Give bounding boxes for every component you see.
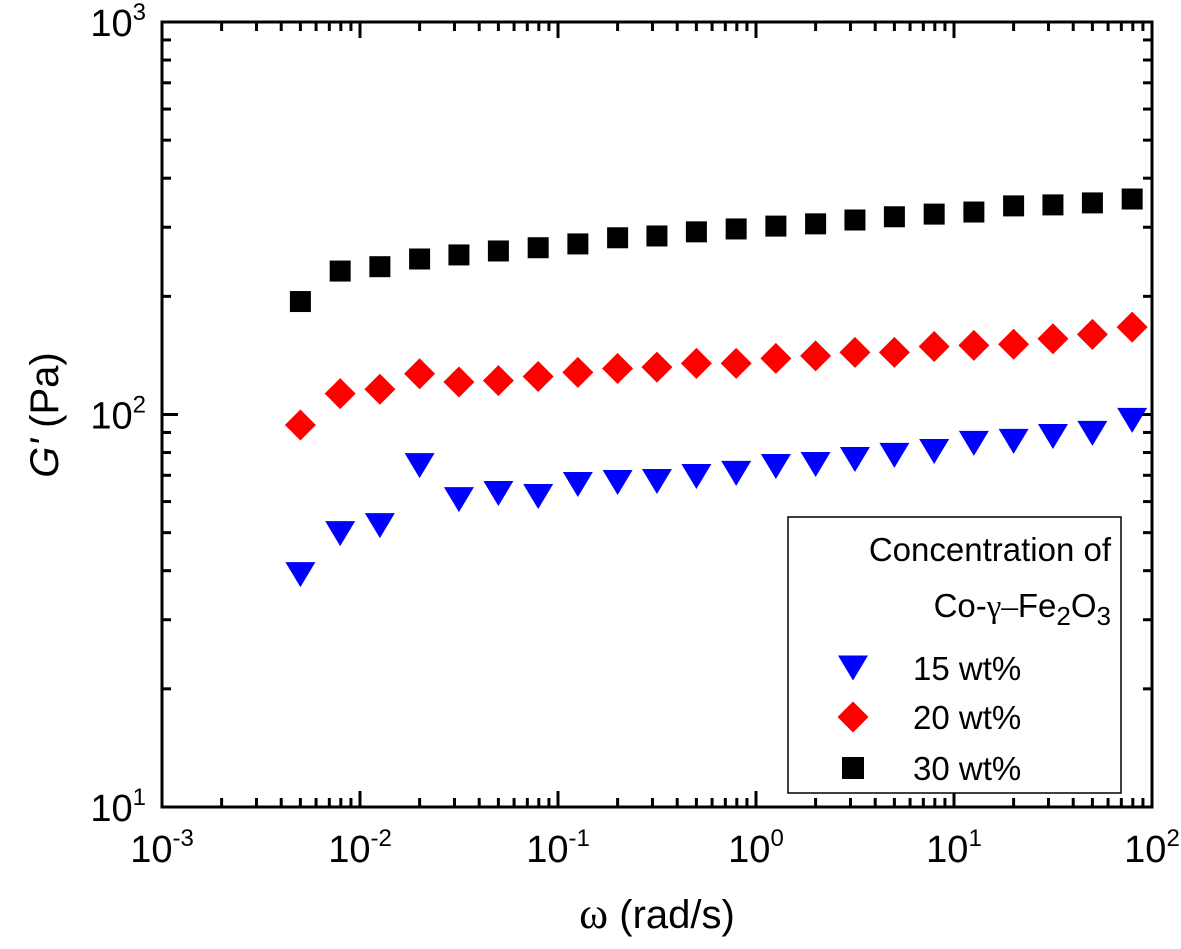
data-point <box>720 347 752 379</box>
data-point <box>443 487 474 513</box>
legend: Concentration of Co-γ–Fe2O3 15 wt% 20 wt%… <box>787 516 1122 794</box>
data-point <box>641 351 673 383</box>
data-point <box>448 244 470 266</box>
data-point <box>919 438 950 464</box>
data-point <box>364 373 396 405</box>
legend-entry: 30 wt% <box>842 750 1021 787</box>
data-point <box>1037 323 1069 355</box>
y-axis-title: G' (Pa) <box>23 352 67 477</box>
data-point <box>958 329 990 361</box>
series-15-wt <box>285 407 1148 588</box>
data-point <box>800 451 831 477</box>
data-point <box>562 356 594 388</box>
x-tick-label: 10-2 <box>328 825 392 871</box>
data-point <box>839 446 870 472</box>
legend-title-line1: Concentration of <box>869 531 1112 568</box>
legend-label: 20 wt% <box>913 699 1021 736</box>
data-point <box>369 256 391 278</box>
plot-frame <box>160 20 1154 809</box>
data-point <box>760 342 792 374</box>
data-point <box>607 227 629 249</box>
tick-labels: 10-3 10-2 10-1 100 101 102 101 102 103 <box>90 0 1179 871</box>
legend-label: 30 wt% <box>913 750 1021 787</box>
data-point <box>685 221 707 243</box>
legend-marker-triangle <box>838 655 868 681</box>
y-tick-label: 101 <box>90 784 146 830</box>
data-points <box>284 188 1148 588</box>
data-point <box>523 484 554 510</box>
data-point <box>923 203 945 225</box>
data-point <box>805 213 827 235</box>
data-point <box>562 472 593 498</box>
data-point <box>680 347 712 379</box>
data-point <box>602 352 634 384</box>
y-tick-label: 102 <box>90 392 146 438</box>
series-20-wt <box>284 311 1148 441</box>
data-point <box>1003 195 1025 217</box>
series-30-wt <box>289 188 1143 313</box>
data-point <box>289 291 311 313</box>
x-tick-label: 100 <box>728 825 784 871</box>
data-point <box>1037 423 1068 449</box>
x-tick-label: 10-1 <box>526 825 590 871</box>
legend-marker-diamond <box>837 701 869 733</box>
x-tick-label: 101 <box>926 825 982 871</box>
data-point <box>1081 192 1103 214</box>
data-point <box>641 468 672 494</box>
data-point <box>998 428 1029 454</box>
data-point <box>1117 407 1148 433</box>
legend-entries: 15 wt% 20 wt% 30 wt% <box>837 650 1021 787</box>
data-point <box>998 328 1030 360</box>
x-tick-label: 10-3 <box>130 825 194 871</box>
legend-label: 15 wt% <box>913 650 1021 687</box>
data-point <box>329 260 351 282</box>
data-point <box>646 225 668 247</box>
data-point <box>721 460 752 486</box>
data-point <box>1042 194 1064 216</box>
data-point <box>760 454 791 480</box>
data-point <box>958 430 989 456</box>
data-point <box>482 365 514 397</box>
data-point <box>483 481 514 507</box>
data-point <box>879 442 910 468</box>
data-point <box>681 464 712 490</box>
data-point <box>602 470 633 496</box>
legend-entry: 15 wt% <box>838 650 1021 687</box>
data-point <box>443 366 475 398</box>
legend-box <box>787 516 1122 794</box>
data-point <box>878 336 910 368</box>
data-point <box>765 215 787 237</box>
data-point <box>527 237 549 259</box>
data-point <box>800 340 832 372</box>
data-point <box>285 562 316 588</box>
data-point <box>487 240 509 262</box>
data-point <box>963 201 985 223</box>
legend-entry: 20 wt% <box>837 699 1021 736</box>
data-point <box>1077 420 1108 446</box>
data-point <box>284 409 316 441</box>
data-point <box>844 209 866 231</box>
data-point <box>404 358 436 390</box>
legend-marker-square <box>842 757 864 779</box>
data-point <box>1076 318 1108 350</box>
data-point <box>324 378 356 410</box>
data-point <box>725 218 747 240</box>
data-point <box>1116 311 1148 343</box>
y-tick-label: 103 <box>90 0 146 45</box>
data-point <box>883 206 905 228</box>
data-point <box>918 331 950 363</box>
data-point <box>325 521 356 547</box>
x-tick-label: 102 <box>1124 825 1180 871</box>
data-point <box>567 233 589 255</box>
data-point <box>1121 188 1143 210</box>
data-point <box>364 513 395 539</box>
data-point <box>522 360 554 392</box>
data-point <box>839 336 871 368</box>
data-point <box>409 248 431 270</box>
x-axis-title: ω (rad/s) <box>579 889 735 938</box>
data-point <box>404 453 435 479</box>
legend-title-line2: Co-γ–Fe2O3 <box>934 587 1111 631</box>
